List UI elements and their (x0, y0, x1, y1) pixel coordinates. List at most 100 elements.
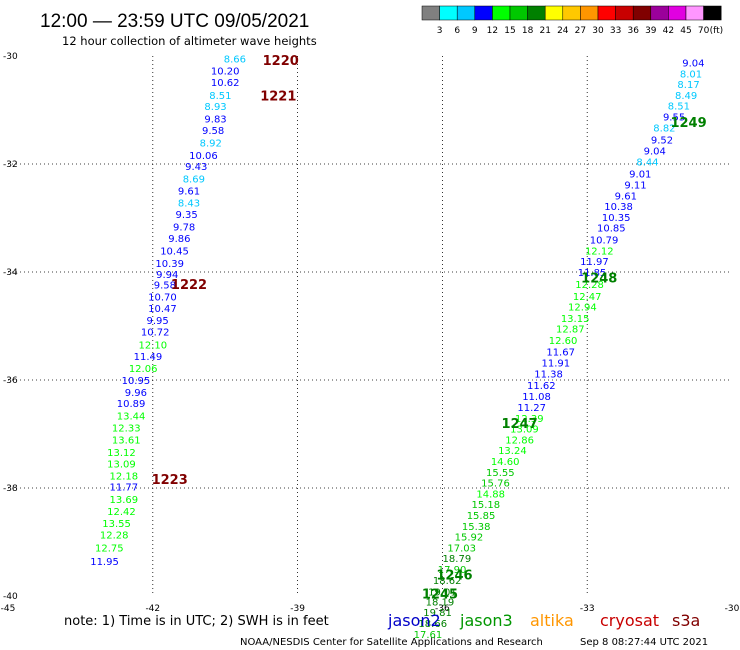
wave-height-value: 9.96 (125, 388, 147, 399)
satellite-legend-item: jason2 (387, 611, 441, 630)
wave-height-value: 17.03 (447, 543, 476, 554)
wave-height-value: 13.69 (110, 495, 139, 506)
wave-height-value: 9.86 (168, 234, 190, 245)
x-tick-label: -30 (725, 604, 740, 614)
footer-note: note: 1) Time is in UTC; 2) SWH is in fe… (64, 614, 329, 629)
wave-height-value: 9.78 (173, 223, 195, 234)
chart-title: 12:00 — 23:59 UTC 09/05/2021 (40, 11, 309, 32)
wave-height-value: 12.06 (129, 364, 158, 375)
wave-height-value: 15.18 (472, 500, 501, 511)
x-tick-label: -45 (1, 604, 16, 614)
y-tick-label: -32 (3, 160, 18, 170)
scale-label: 24 (557, 26, 569, 36)
scale-label: 33 (610, 26, 621, 36)
scale-label: 27 (575, 26, 586, 36)
scale-label: 3 (437, 26, 443, 36)
wave-height-value: 9.94 (156, 270, 178, 281)
wave-height-value: 10.39 (155, 259, 184, 270)
wave-height-value: 9.55 (663, 112, 685, 123)
wave-height-value: 12.87 (556, 325, 585, 336)
wave-height-value: 10.06 (189, 151, 218, 162)
scale-swatch (474, 5, 493, 21)
y-tick-label: -34 (3, 268, 18, 278)
wave-height-value: 9.04 (644, 147, 666, 158)
scale-label: 6 (454, 26, 460, 36)
wave-height-value: 12.28 (100, 530, 129, 541)
wave-height-value: 11.85 (578, 268, 607, 279)
wave-height-value: 13.24 (498, 446, 527, 457)
chart-subtitle: 12 hour collection of altimeter wave hei… (62, 34, 317, 48)
wave-height-value: 11.95 (90, 557, 119, 568)
wave-height-value: 11.49 (134, 352, 163, 363)
scale-swatch (580, 5, 599, 21)
scale-label: 39 (645, 26, 657, 36)
time-label: 1222 (171, 278, 207, 293)
wave-height-value: 12.94 (568, 303, 597, 314)
x-tick-labels: -45 -42 -39 -36 -33 -30 (1, 604, 740, 614)
scale-swatch (527, 5, 546, 21)
satellite-legend-item: cryosat (600, 611, 659, 630)
wave-height-value: 13.61 (112, 435, 141, 446)
wave-height-value: 15.76 (481, 479, 510, 490)
wave-height-value: 18.66 (418, 619, 447, 630)
time-label: 1220 (263, 54, 299, 69)
wave-height-value: 8.82 (653, 123, 675, 134)
time-label: 1248 (581, 271, 617, 286)
scale-unit: (ft) (710, 26, 724, 36)
wave-height-value: 10.20 (211, 67, 240, 78)
credit-text: NOAA/NESDIS Center for Satellite Applica… (240, 637, 543, 648)
wave-height-value: 8.92 (200, 138, 222, 149)
y-tick-label: -40 (3, 592, 18, 602)
wave-height-value: 19.01 (428, 588, 457, 599)
y-tick-label: -30 (3, 52, 18, 62)
scale-label: 15 (504, 26, 515, 36)
time-label: 1246 (436, 568, 472, 583)
y-tick-label: -36 (3, 376, 18, 386)
wave-height-value: 15.92 (455, 533, 484, 544)
scale-label: 18 (522, 26, 534, 36)
wave-height-value: 13.09 (107, 460, 136, 471)
x-tick-label: -42 (145, 604, 160, 614)
scale-swatch (562, 5, 581, 21)
wave-height-value: 10.38 (604, 202, 633, 213)
wave-height-value: 15.55 (486, 468, 515, 479)
wave-height-points: 8.6610.2010.628.518.939.839.588.9210.069… (90, 55, 704, 641)
wave-height-value: 11.62 (527, 381, 556, 392)
scale-label: 21 (539, 26, 550, 36)
wave-height-value: 9.61 (178, 186, 200, 197)
wave-height-value: 18.79 (443, 554, 472, 565)
scale-label: 36 (627, 26, 639, 36)
wave-height-value: 9.61 (615, 191, 637, 202)
wave-height-value: 11.77 (110, 482, 139, 493)
wave-height-value: 10.45 (160, 246, 189, 257)
scale-swatch (509, 5, 528, 21)
satellite-legend-item: altika (530, 611, 574, 630)
scale-swatch (650, 5, 669, 21)
wave-height-value: 18.62 (433, 576, 462, 587)
wave-height-value: 17.61 (414, 630, 443, 641)
wave-height-value: 9.83 (204, 115, 226, 126)
scale-label: 12 (487, 26, 498, 36)
wave-height-value: 13.55 (102, 519, 131, 530)
wave-height-value: 8.44 (636, 157, 658, 168)
scale-label: 30 (592, 26, 604, 36)
satellite-legend-item: s3a (672, 611, 700, 630)
time-label: 1245 (422, 587, 458, 602)
wave-height-value: 8.17 (677, 80, 699, 91)
scale-swatch (668, 5, 687, 21)
scale-swatch (439, 5, 458, 21)
wave-height-value: 11.27 (517, 403, 546, 414)
scale-swatch (632, 5, 652, 21)
scale-swatch (544, 5, 564, 21)
wave-height-value: 12.33 (112, 424, 141, 435)
scale-swatch (597, 5, 616, 21)
wave-height-value: 8.49 (675, 91, 697, 102)
wave-height-value: 9.35 (175, 210, 197, 221)
scale-label: 9 (472, 26, 478, 36)
wave-height-value: 14.60 (491, 457, 520, 468)
scale-swatch (456, 5, 476, 21)
wave-height-value: 12.12 (585, 246, 614, 257)
wave-height-value: 8.01 (680, 69, 702, 80)
wave-height-value: 9.95 (146, 316, 168, 327)
